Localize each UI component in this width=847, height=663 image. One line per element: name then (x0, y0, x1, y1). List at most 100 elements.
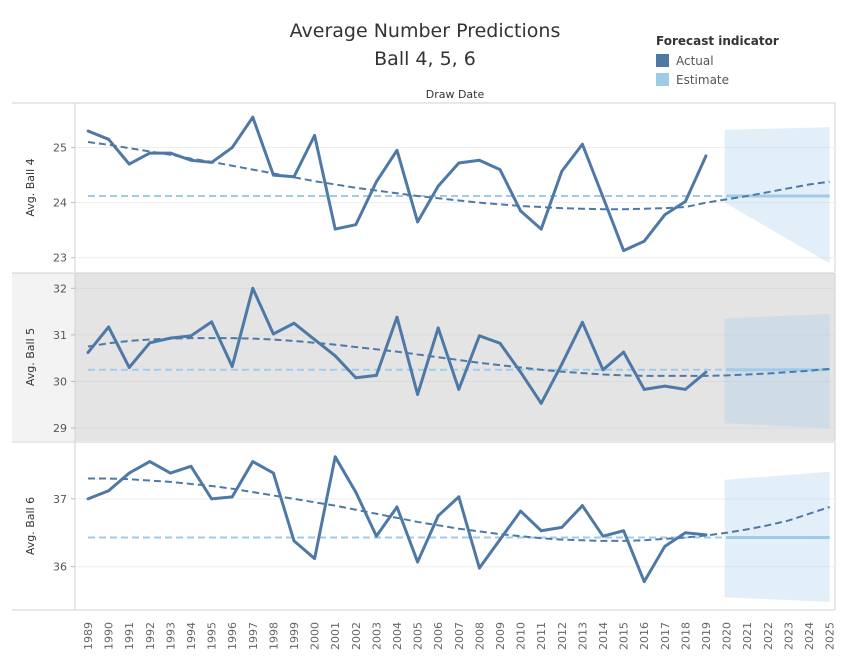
actual-point (292, 321, 296, 325)
actual-point (375, 373, 378, 377)
y-tick-label: 37 (53, 493, 67, 506)
actual-point (354, 376, 358, 380)
actual-point (519, 509, 522, 513)
legend-swatch-estimate (656, 73, 669, 86)
actual-point (539, 401, 543, 405)
trend-line (87, 337, 830, 377)
legend-label-estimate: Estimate (676, 72, 730, 87)
actual-point (230, 146, 234, 149)
actual-point (684, 387, 687, 391)
actual-point (684, 531, 687, 535)
actual-point (704, 154, 708, 158)
actual-point (86, 351, 90, 354)
actual-point (107, 325, 110, 329)
x-tick-label: 1990 (103, 622, 116, 650)
actual-point (663, 213, 667, 217)
actual-point (581, 504, 584, 508)
actual-point (581, 320, 584, 324)
x-tick-label: 2013 (576, 622, 589, 650)
x-tick-label: 2002 (350, 622, 363, 650)
x-tick-label: 2015 (618, 622, 631, 650)
actual-series-line (87, 115, 708, 253)
actual-point (436, 514, 440, 518)
actual-point (642, 580, 646, 584)
actual-point (169, 471, 172, 475)
actual-point (416, 560, 419, 564)
actual-point (498, 341, 502, 345)
actual-point (333, 227, 337, 231)
actual-point (107, 489, 110, 493)
actual-point (169, 336, 172, 340)
actual-point (127, 471, 131, 475)
actual-point (560, 169, 564, 173)
chart-subtitle: Ball 4, 5, 6 (374, 48, 476, 70)
x-tick-label: 2019 (700, 622, 713, 650)
x-tick-label: 1997 (247, 622, 260, 650)
y-tick-label: 36 (53, 561, 67, 574)
actual-point (251, 115, 255, 119)
legend-item-estimate[interactable]: Estimate (656, 70, 779, 89)
actual-point (498, 538, 502, 541)
actual-point (560, 525, 564, 529)
x-tick-label: 2016 (638, 622, 651, 650)
actual-point (313, 134, 316, 137)
legend-swatch-actual (656, 54, 669, 67)
actual-point (148, 460, 152, 463)
actual-point (622, 529, 625, 533)
actual-point (457, 495, 461, 499)
x-tick-label: 1994 (185, 622, 198, 650)
actual-point (560, 362, 564, 366)
chart-title: Average Number Predictions (289, 20, 561, 42)
actual-point (478, 566, 481, 570)
x-tick-label: 2020 (721, 622, 734, 650)
actual-point (436, 184, 440, 188)
x-tick-label: 2005 (412, 622, 425, 650)
y-axis-title: Avg. Ball 5 (24, 328, 37, 386)
y-tick-label: 30 (53, 375, 67, 388)
x-tick-label: 2011 (535, 622, 548, 650)
actual-point (395, 505, 399, 509)
actual-point (230, 365, 234, 368)
x-tick-label: 2007 (453, 622, 466, 650)
actual-point (642, 387, 646, 391)
actual-point (622, 249, 625, 252)
legend-title: Forecast indicator (656, 34, 779, 48)
actual-point (272, 332, 275, 336)
y-tick-label: 31 (53, 329, 67, 342)
actual-point (601, 368, 605, 372)
actual-point (395, 315, 399, 319)
actual-point (272, 173, 275, 177)
x-tick-label: 2010 (515, 622, 528, 650)
y-tick-label: 24 (53, 197, 67, 210)
actual-point (519, 209, 522, 213)
x-tick-label: 2006 (432, 622, 445, 650)
x-tick-label: 2009 (494, 622, 507, 650)
actual-point (251, 460, 255, 463)
x-tick-label: 2021 (741, 622, 754, 650)
panel-2: 29 30 31 32 Avg. Ball 5 (12, 272, 836, 441)
x-tick-label: 1998 (267, 622, 280, 650)
actual-point (127, 162, 131, 166)
actual-point (210, 320, 214, 324)
panel-3: 36 37 Avg. Ball 6 (12, 441, 836, 610)
actual-point (189, 334, 193, 338)
legend-item-actual[interactable]: Actual (656, 51, 779, 70)
actual-point (189, 158, 193, 162)
x-tick-label: 2012 (556, 622, 569, 650)
y-tick-label: 29 (53, 422, 67, 435)
actual-point (416, 220, 419, 224)
x-tick-label: 2017 (659, 622, 672, 650)
actual-series-line (87, 455, 707, 584)
actual-point (210, 161, 214, 164)
y-tick-label: 25 (53, 142, 67, 155)
actual-point (375, 534, 378, 538)
legend: Forecast indicator Actual Estimate (656, 34, 779, 89)
actual-point (539, 529, 543, 533)
x-tick-label: 2008 (473, 622, 486, 650)
x-tick-label: 1993 (164, 622, 177, 650)
actual-point (457, 161, 461, 165)
actual-point (169, 151, 172, 155)
x-tick-label: 1992 (144, 622, 157, 650)
x-axis-title: Draw Date (426, 88, 485, 101)
y-axis-title: Avg. Ball 4 (24, 158, 37, 216)
